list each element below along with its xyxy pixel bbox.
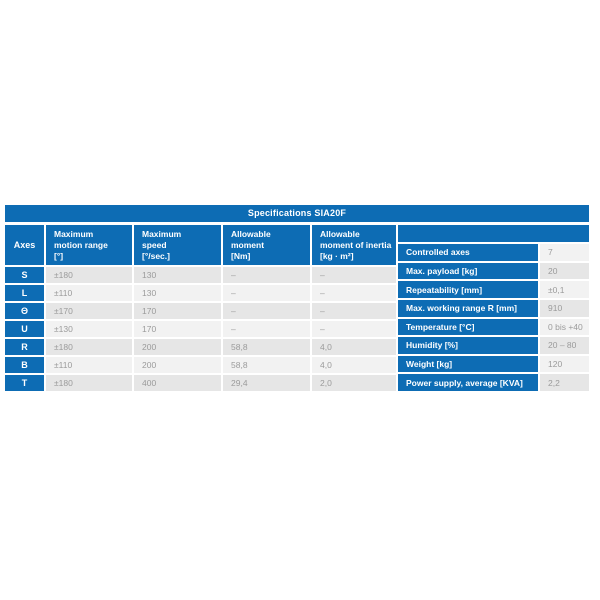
spec-label: Max. payload [kg]: [398, 262, 538, 280]
spec-value: ±0,1: [540, 281, 589, 298]
spec-label: Temperature [°C]: [398, 318, 538, 336]
spec-label: Max. working range R [mm]: [398, 299, 538, 317]
moment-cell: 29,4: [223, 375, 310, 391]
spec-label: Weight [kg]: [398, 355, 538, 373]
motion-range-cell: ±110: [46, 285, 132, 301]
axis-cell: L: [5, 285, 44, 301]
speed-cell: 170: [134, 321, 221, 337]
axis-cell: B: [5, 357, 44, 373]
spec-label: Power supply, average [KVA]: [398, 374, 538, 391]
spec-row: Repeatability [mm] ±0,1: [398, 281, 589, 298]
speed-cell: 170: [134, 303, 221, 319]
column-header-axes: Axes: [5, 225, 44, 265]
general-specs-header-block: [398, 225, 589, 242]
spec-value: 20: [540, 262, 589, 280]
table-row: B ±110 200 58,8 4,0: [5, 357, 396, 373]
motion-range-cell: ±110: [46, 357, 132, 373]
motion-range-cell: ±180: [46, 267, 132, 283]
axes-table: Axes Maximum motion range [°] Maximum sp…: [5, 225, 396, 391]
spec-value: 2,2: [540, 374, 589, 391]
table-body: Axes Maximum motion range [°] Maximum sp…: [5, 225, 589, 391]
spec-label: Controlled axes: [398, 244, 538, 261]
inertia-cell: –: [312, 285, 396, 301]
axis-cell: T: [5, 375, 44, 391]
motion-range-cell: ±130: [46, 321, 132, 337]
spec-row: Humidity [%] 20 – 80: [398, 337, 589, 354]
column-header-motion-range: Maximum motion range [°]: [46, 225, 132, 265]
spec-label: Repeatability [mm]: [398, 281, 538, 298]
spec-value: 910: [540, 299, 589, 317]
moment-cell: –: [223, 303, 310, 319]
spec-value: 0 bis +40: [540, 318, 589, 336]
moment-cell: 58,8: [223, 339, 310, 355]
motion-range-cell: ±180: [46, 339, 132, 355]
moment-cell: –: [223, 267, 310, 283]
column-header-speed: Maximum speed [°/sec.]: [134, 225, 221, 265]
general-specs-table: Controlled axes 7 Max. payload [kg] 20 R…: [398, 225, 589, 391]
spec-row: Controlled axes 7: [398, 244, 589, 261]
axis-cell: S: [5, 267, 44, 283]
spec-label: Humidity [%]: [398, 337, 538, 354]
table-row: L ±110 130 – –: [5, 285, 396, 301]
spec-row: Weight [kg] 120: [398, 355, 589, 373]
speed-cell: 200: [134, 339, 221, 355]
spec-row: Power supply, average [KVA] 2,2: [398, 374, 589, 391]
speed-cell: 130: [134, 267, 221, 283]
inertia-cell: –: [312, 321, 396, 337]
table-row: T ±180 400 29,4 2,0: [5, 375, 396, 391]
motion-range-cell: ±170: [46, 303, 132, 319]
motion-range-cell: ±180: [46, 375, 132, 391]
table-row: Θ ±170 170 – –: [5, 303, 396, 319]
spec-row: Max. payload [kg] 20: [398, 262, 589, 280]
speed-cell: 400: [134, 375, 221, 391]
specifications-table: Specifications SIA20F Axes Maximum motio…: [5, 205, 589, 391]
spec-value: 120: [540, 355, 589, 373]
inertia-cell: 4,0: [312, 339, 396, 355]
column-header-moment: Allowable moment [Nm]: [223, 225, 310, 265]
speed-cell: 130: [134, 285, 221, 301]
moment-cell: –: [223, 285, 310, 301]
inertia-cell: 2,0: [312, 375, 396, 391]
table-row: U ±130 170 – –: [5, 321, 396, 337]
inertia-cell: –: [312, 303, 396, 319]
spec-row: Max. working range R [mm] 910: [398, 299, 589, 317]
axes-table-header-row: Axes Maximum motion range [°] Maximum sp…: [5, 225, 396, 265]
speed-cell: 200: [134, 357, 221, 373]
moment-cell: –: [223, 321, 310, 337]
moment-cell: 58,8: [223, 357, 310, 373]
spec-row: Temperature [°C] 0 bis +40: [398, 318, 589, 336]
inertia-cell: 4,0: [312, 357, 396, 373]
axis-cell: U: [5, 321, 44, 337]
table-row: S ±180 130 – –: [5, 267, 396, 283]
column-header-inertia: Allowable moment of inertia [kg · m²]: [312, 225, 396, 265]
table-row: R ±180 200 58,8 4,0: [5, 339, 396, 355]
spec-value: 7: [540, 244, 589, 261]
axis-cell: Θ: [5, 303, 44, 319]
axis-cell: R: [5, 339, 44, 355]
spec-value: 20 – 80: [540, 337, 589, 354]
inertia-cell: –: [312, 267, 396, 283]
table-title: Specifications SIA20F: [5, 205, 589, 222]
